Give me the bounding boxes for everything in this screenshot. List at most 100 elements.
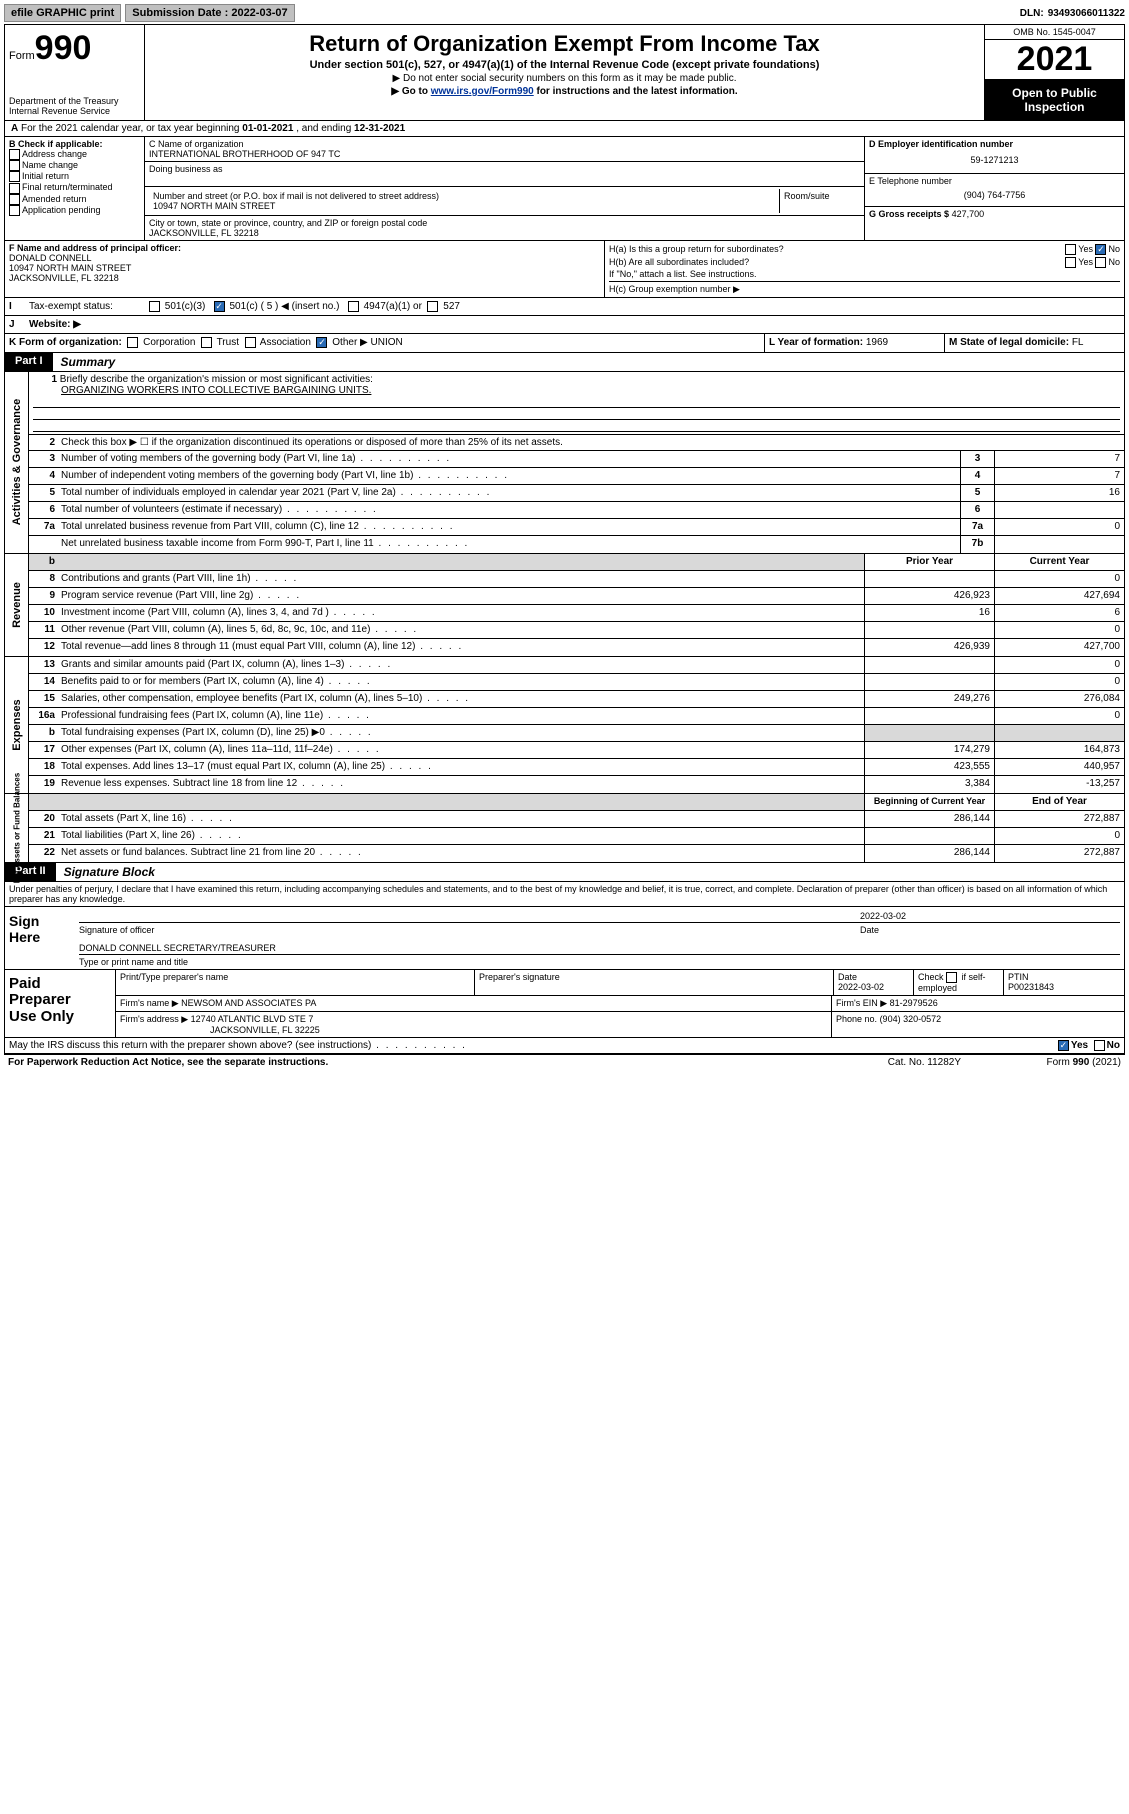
entity-block: B Check if applicable: Address change Na…	[5, 137, 1124, 241]
vlabel-revenue: Revenue	[11, 582, 23, 628]
type-name-label: Type or print name and title	[79, 957, 1120, 967]
officer-name-title: DONALD CONNELL SECRETARY/TREASURER	[79, 943, 276, 953]
l-label: L Year of formation:	[769, 337, 863, 348]
prep-name-label: Print/Type preparer's name	[116, 970, 475, 995]
cb-4947[interactable]	[348, 301, 359, 312]
cb-amended-return[interactable]	[9, 194, 20, 205]
dept-treasury: Department of the Treasury	[9, 96, 140, 106]
b-title: B Check if applicable:	[9, 139, 140, 149]
cb-discuss-yes[interactable]: ✓	[1058, 1040, 1069, 1051]
i-label: Tax-exempt status:	[25, 298, 145, 315]
cb-527[interactable]	[427, 301, 438, 312]
goto-pre: ▶ Go to	[391, 86, 430, 97]
cb-application-pending[interactable]	[9, 205, 20, 216]
omb-number: OMB No. 1545-0047	[985, 25, 1124, 40]
ty-begin: 01-01-2021	[242, 123, 293, 134]
col-b-checkboxes: B Check if applicable: Address change Na…	[5, 137, 145, 240]
gov-line-val: 7	[994, 468, 1124, 484]
opt-corp: Corporation	[143, 338, 195, 349]
na-eoy: 0	[994, 828, 1124, 844]
form-header: Form990 Department of the Treasury Inter…	[5, 25, 1124, 121]
form-title: Return of Organization Exempt From Incom…	[151, 31, 978, 57]
cb-initial-return[interactable]	[9, 171, 20, 182]
opt-4947: 4947(a)(1) or	[364, 301, 422, 312]
city-label: City or town, state or province, country…	[149, 218, 860, 228]
discuss-row: May the IRS discuss this return with the…	[5, 1038, 1124, 1054]
exp-py: 423,555	[864, 759, 994, 775]
m-label: M State of legal domicile:	[949, 337, 1069, 348]
open-to-public-2: Inspection	[1024, 100, 1084, 114]
room-suite-label: Room/suite	[780, 189, 860, 213]
form-number: 990	[35, 29, 92, 67]
firm-phone-lbl: Phone no.	[836, 1014, 877, 1024]
l-value: 1969	[866, 337, 888, 348]
gov-line-val: 7	[994, 451, 1124, 467]
rev-line-desc: Contributions and grants (Part VIII, lin…	[57, 571, 864, 587]
cb-corp[interactable]	[127, 337, 138, 348]
form-subtitle-1: Under section 501(c), 527, or 4947(a)(1)…	[151, 59, 978, 71]
firm-phone: (904) 320-0572	[880, 1014, 942, 1024]
prep-sig-label: Preparer's signature	[475, 970, 834, 995]
lbl-initial-return: Initial return	[22, 171, 69, 181]
efile-print-button[interactable]: efile GRAPHIC print	[4, 4, 121, 22]
form990-link[interactable]: www.irs.gov/Form990	[431, 86, 534, 97]
lbl-final-return: Final return/terminated	[22, 182, 113, 192]
phone-value: (904) 764-7756	[869, 186, 1120, 204]
lbl-application-pending: Application pending	[22, 205, 101, 215]
cb-501c3[interactable]	[149, 301, 160, 312]
current-year-header: Current Year	[994, 554, 1124, 570]
form-990-container: Form990 Department of the Treasury Inter…	[4, 24, 1125, 1055]
opt-527: 527	[443, 301, 460, 312]
na-eoy: 272,887	[994, 811, 1124, 827]
cb-assoc[interactable]	[245, 337, 256, 348]
part-ii-header: Part II Signature Block	[5, 863, 1124, 882]
hb-no: No	[1108, 257, 1120, 267]
opt-trust: Trust	[217, 338, 239, 349]
cb-hb-yes[interactable]	[1065, 257, 1076, 268]
rev-py	[864, 622, 994, 638]
dba-label: Doing business as	[149, 164, 860, 174]
ein-value: 59-1271213	[869, 149, 1120, 171]
addr-label: Number and street (or P.O. box if mail i…	[153, 191, 775, 201]
gov-line-box: 7a	[960, 519, 994, 535]
lbl-amended-return: Amended return	[22, 194, 87, 204]
line-2-checkbox: Check this box ▶ ☐ if the organization d…	[57, 435, 1124, 450]
gov-line-desc: Number of independent voting members of …	[57, 468, 960, 484]
gov-line-val: 0	[994, 519, 1124, 535]
exp-py: 174,279	[864, 742, 994, 758]
line-j: J Website: ▶	[5, 316, 1124, 334]
gov-line-val	[994, 536, 1124, 553]
prep-date-lbl: Date	[838, 972, 857, 982]
officer-name: DONALD CONNELL	[9, 253, 600, 263]
line-klm: K Form of organization: Corporation Trus…	[5, 334, 1124, 352]
cb-ha-no[interactable]: ✓	[1095, 244, 1106, 255]
rev-cy: 427,694	[994, 588, 1124, 604]
na-line-desc: Total liabilities (Part X, line 26)	[57, 828, 864, 844]
cb-other[interactable]: ✓	[316, 337, 327, 348]
hb-yes: Yes	[1078, 257, 1093, 267]
j-label: Website: ▶	[25, 316, 85, 333]
cb-trust[interactable]	[201, 337, 212, 348]
ty-end: 12-31-2021	[354, 123, 405, 134]
cb-discuss-no[interactable]	[1094, 1040, 1105, 1051]
gov-line-val: 16	[994, 485, 1124, 501]
prior-year-header: Prior Year	[864, 554, 994, 570]
check-lbl: Check	[918, 972, 944, 982]
cb-name-change[interactable]	[9, 160, 20, 171]
na-boy	[864, 828, 994, 844]
cb-501c[interactable]: ✓	[214, 301, 225, 312]
cb-ha-yes[interactable]	[1065, 244, 1076, 255]
ptin-val: P00231843	[1008, 982, 1054, 992]
opt-assoc: Association	[260, 338, 311, 349]
exp-cy: 440,957	[994, 759, 1124, 775]
perjury-declaration: Under penalties of perjury, I declare th…	[5, 882, 1124, 907]
form-subtitle-3: ▶ Go to www.irs.gov/Form990 for instruct…	[151, 86, 978, 97]
k-other-value: UNION	[371, 338, 403, 349]
exp-line-desc: Professional fundraising fees (Part IX, …	[57, 708, 864, 724]
cb-final-return[interactable]	[9, 183, 20, 194]
cb-self-employed[interactable]	[946, 972, 957, 983]
exp-cy: 0	[994, 674, 1124, 690]
cb-hb-no[interactable]	[1095, 257, 1106, 268]
cb-address-change[interactable]	[9, 149, 20, 160]
rev-cy: 6	[994, 605, 1124, 621]
